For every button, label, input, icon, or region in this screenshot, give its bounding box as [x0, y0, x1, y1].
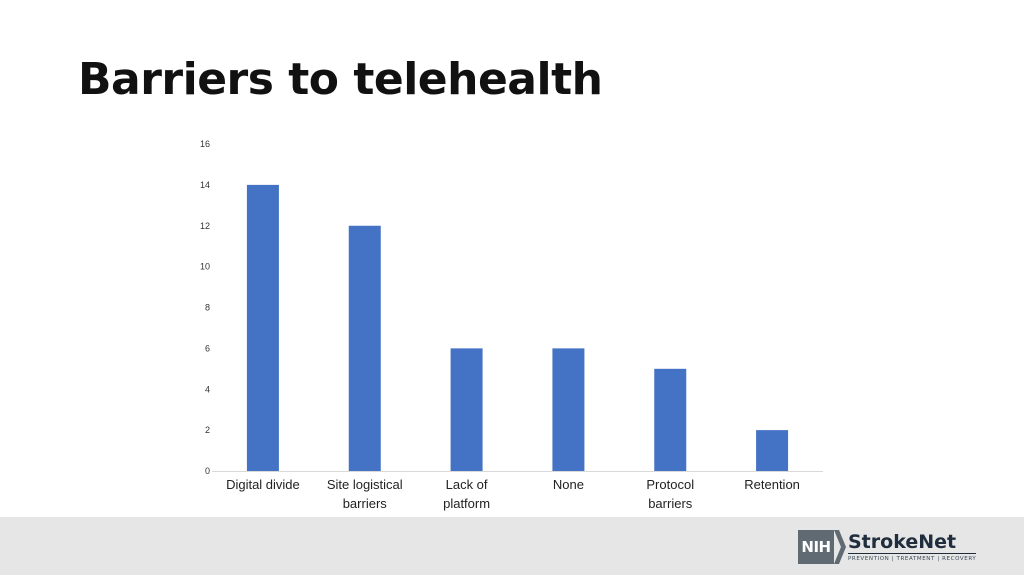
- x-category-label: Retention: [744, 477, 800, 492]
- y-tick-label: 2: [205, 425, 210, 435]
- x-category-label: None: [553, 477, 584, 492]
- y-tick-label: 12: [200, 221, 210, 231]
- slide-title: Barriers to telehealth: [78, 54, 603, 105]
- x-category-label: platform: [443, 496, 490, 511]
- bar-chart: 0 2 4 6 8 10 12 14 16 Digital divide Site logistic…: [200, 139, 823, 511]
- nih-strokenet-logo: NIH StrokeNet PREVENTION | TREATMENT | R…: [798, 530, 977, 564]
- y-tick-label: 16: [200, 139, 210, 149]
- bar: [552, 348, 585, 471]
- bar: [246, 184, 279, 471]
- logo-text: StrokeNet PREVENTION | TREATMENT | RECOV…: [846, 530, 977, 564]
- y-tick-label: 10: [200, 262, 210, 272]
- y-tick-label: 8: [205, 303, 210, 313]
- footer-band: [0, 517, 1024, 575]
- x-category-label: barriers: [648, 496, 693, 511]
- x-category-label: Protocol: [646, 477, 694, 492]
- y-tick-label: 4: [205, 384, 210, 394]
- x-category-label: barriers: [343, 496, 388, 511]
- nih-mark: NIH: [798, 530, 834, 564]
- bar: [756, 430, 789, 471]
- bar: [450, 348, 483, 471]
- bar: [348, 225, 381, 471]
- y-tick-label: 14: [200, 180, 210, 190]
- y-tick-label: 0: [205, 466, 210, 476]
- chevron-icon: [834, 530, 846, 564]
- x-category-label: Lack of: [446, 477, 488, 492]
- x-category-label: Digital divide: [226, 477, 300, 492]
- logo-tagline: PREVENTION | TREATMENT | RECOVERY: [848, 556, 977, 562]
- x-category-label: Site logistical: [327, 477, 403, 492]
- bar: [654, 368, 687, 471]
- logo-name: StrokeNet: [848, 532, 977, 554]
- y-tick-label: 6: [205, 343, 210, 353]
